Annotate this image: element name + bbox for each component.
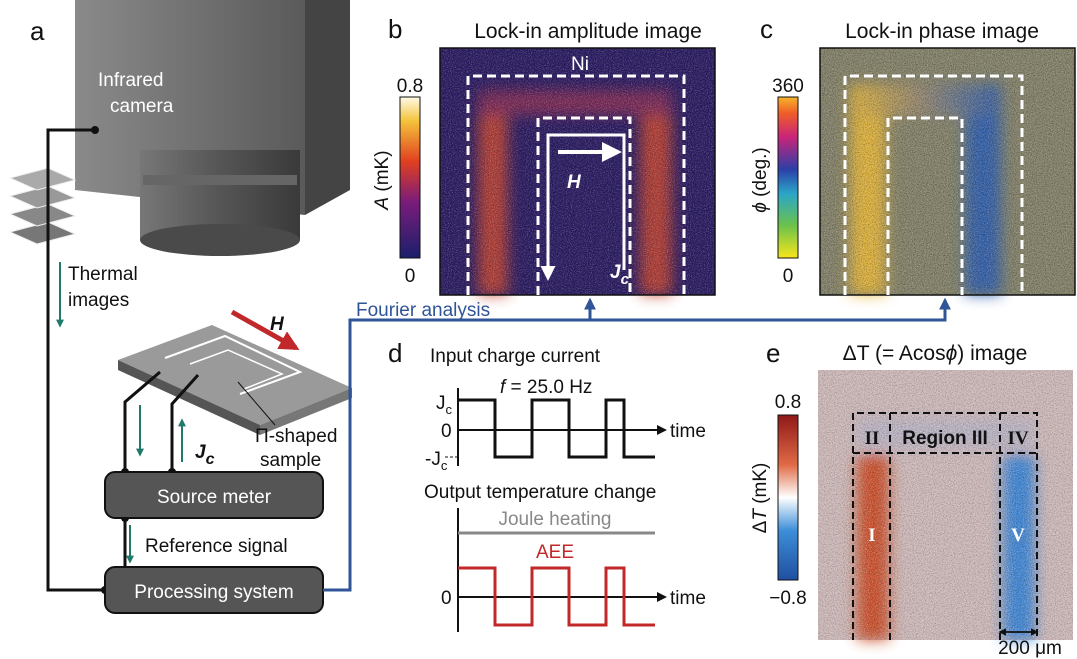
colorbar-label: A (mK): [372, 150, 393, 210]
dot: [91, 126, 99, 134]
current-label: Jc: [195, 442, 215, 468]
field-label: H: [270, 314, 285, 335]
colorbar-max: 360: [772, 76, 804, 97]
panel-letter: d: [388, 338, 402, 368]
colorbar-min: −0.8: [769, 588, 807, 609]
panel-letter: c: [760, 14, 773, 44]
delta-t-image: [818, 370, 1073, 640]
colorbar: [778, 415, 798, 580]
panel-letter: a: [30, 16, 45, 46]
x-axis-label: time: [670, 421, 706, 442]
sample: [118, 325, 352, 435]
aee-label: AEE: [536, 542, 574, 563]
phase-image: [820, 48, 1075, 295]
colorbar-label: ΔT (mK): [750, 463, 771, 534]
frequency: f = 25.0 Hz: [500, 377, 592, 398]
fourier-label: Fourier analysis: [356, 300, 490, 321]
panel-title: Lock-in phase image: [845, 20, 1039, 43]
panel-letter: e: [766, 338, 780, 368]
output-title: Output temperature change: [424, 482, 656, 503]
y-tick-label: Jc: [436, 393, 453, 417]
colorbar-max: 0.8: [397, 76, 423, 97]
region-label: V: [1011, 525, 1025, 546]
colorbar-min: 0: [783, 266, 794, 287]
region-label: Ni: [571, 54, 589, 75]
field-label: H: [567, 172, 582, 193]
sample-label: sample: [260, 450, 321, 471]
joule-label: Joule heating: [498, 509, 611, 530]
source-label: Source meter: [157, 487, 272, 508]
thermal-label: Thermal: [68, 264, 138, 285]
x-axis-label: time: [670, 588, 706, 609]
camera-label: camera: [110, 96, 174, 117]
camera: [75, 0, 350, 256]
colorbar-label: ϕ (deg.): [750, 147, 771, 213]
colorbar-min: 0: [405, 266, 416, 287]
region-label: Region III: [902, 428, 988, 449]
thermal-label: images: [68, 290, 129, 311]
y-tick-label: 0: [441, 588, 452, 609]
input-axes: [445, 388, 665, 466]
camera-label: Infrared: [98, 70, 163, 91]
colorbar-max: 0.8: [775, 392, 801, 413]
reference-label: Reference signal: [145, 536, 288, 557]
colorbar: [400, 97, 420, 258]
thermal-stack: [10, 168, 75, 244]
panel-title: Lock-in amplitude image: [474, 20, 702, 43]
panel-letter: b: [388, 14, 402, 44]
region-label: I: [868, 525, 875, 546]
processing-label: Processing system: [134, 582, 293, 603]
sample-label: Π-shaped: [255, 426, 337, 447]
figure: a Infrared camera Thermal images H Jc Π-…: [0, 0, 1077, 659]
y-tick-label: -Jc: [425, 449, 448, 473]
input-title: Input charge current: [430, 346, 601, 367]
region-label: IV: [1007, 428, 1028, 449]
scale-label: 200 μm: [998, 638, 1062, 659]
colorbar: [778, 97, 798, 258]
panel-title: ΔT (= Acosϕ) image: [843, 342, 1028, 365]
y-tick-label: 0: [441, 421, 452, 442]
region-label: II: [865, 428, 880, 449]
